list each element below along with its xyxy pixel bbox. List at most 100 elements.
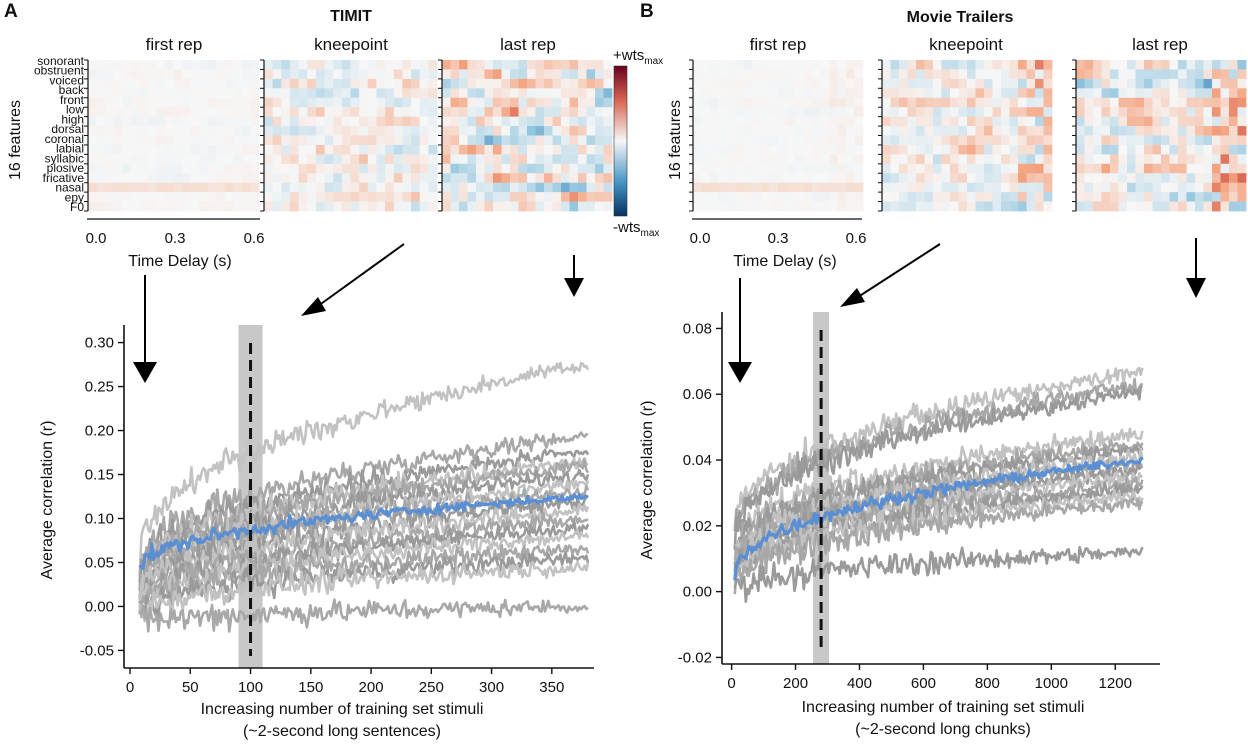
heatmap-cell [710, 126, 719, 136]
heatmap-cell [224, 201, 234, 212]
heatmap-cell [233, 69, 243, 80]
y-tick-label: 0.30 [85, 335, 114, 352]
heatmap-cell [1018, 163, 1027, 174]
heatmap-cell [467, 154, 477, 165]
heatmap-cell [419, 201, 429, 212]
heatmap-cell [264, 116, 274, 127]
heatmap-cell [1101, 78, 1111, 89]
heatmap-cell [1195, 173, 1204, 184]
series-line-3 [733, 384, 1144, 550]
heatmap-cell [233, 135, 243, 146]
heatmap-cell [795, 163, 804, 174]
series-line-14 [733, 498, 1144, 595]
feature-label-dorsal: dorsal [51, 122, 84, 136]
heatmap-cell [752, 135, 762, 146]
heatmap-cell [233, 88, 243, 99]
heatmap-cell [113, 78, 123, 89]
heatmap-cell [105, 107, 115, 118]
heatmap-cell [493, 97, 502, 108]
heatmap-cell [1118, 107, 1128, 118]
heatmap-cell [603, 107, 613, 118]
heatmap-cell [264, 182, 274, 193]
heatmap-cell [442, 173, 451, 184]
heatmap-cell [341, 97, 351, 108]
heatmap-cell [476, 144, 485, 155]
heatmap-cell [803, 116, 813, 127]
heatmap-cell [786, 135, 796, 146]
heatmap-a-kneepoint [260, 59, 438, 212]
heatmap-cell [569, 135, 579, 146]
heatmap-cell [393, 182, 403, 193]
heatmap-cell [173, 78, 183, 89]
heatmap-cell [718, 97, 728, 108]
heatmap-cell [350, 144, 360, 155]
heatmap-cell [882, 97, 891, 108]
heatmap-cell [812, 182, 821, 193]
heatmap-cell [761, 144, 770, 155]
heatmap-cell [147, 116, 157, 127]
heatmap-cell [459, 97, 468, 108]
heatmap-cell [96, 135, 106, 146]
heatmap-cell [264, 173, 274, 184]
heatmap-cell [769, 144, 779, 155]
heatmap-cell [1118, 201, 1128, 212]
heatmap-cell [207, 69, 217, 80]
heatmap-cell [428, 69, 438, 80]
heatmap-cell [1118, 135, 1128, 146]
heatmap-cell [899, 116, 908, 127]
heatmap-cell [281, 201, 291, 212]
heatmap-cell [264, 135, 274, 146]
heatmap-cell [933, 107, 942, 118]
heatmap-cell [130, 126, 140, 136]
heatmap-cell [96, 182, 106, 193]
heatmap-cell [156, 182, 166, 193]
heatmap-cell [1161, 192, 1170, 202]
heatmap-cell [1035, 78, 1044, 89]
heatmap-cell [535, 88, 545, 99]
heatmap-cell [967, 173, 976, 184]
heatmap-cell [527, 192, 536, 202]
heatmap-cell [467, 60, 477, 70]
heatmap-cell [854, 163, 864, 174]
arrow-b-last-rep-head [1186, 278, 1206, 298]
heatmap-cell [586, 78, 596, 89]
heatmap-cell [752, 69, 762, 80]
heatmap-cell [315, 107, 325, 118]
heatmap-cell [595, 163, 604, 174]
heatmap-cell [958, 182, 968, 193]
heatmap-cell [324, 135, 334, 146]
heatmap-cell [829, 144, 838, 155]
heatmap-cell [544, 60, 553, 70]
heatmap-cell [281, 126, 291, 136]
heatmap-cell [890, 144, 900, 155]
heatmap-cell [1178, 154, 1187, 165]
heatmap-cell [250, 192, 260, 202]
heatmap-cell [428, 107, 438, 118]
heatmap-cell [778, 135, 787, 146]
heatmap-cell [1152, 88, 1162, 99]
heatmap-cell [778, 192, 787, 202]
heatmap-cell [367, 88, 377, 99]
heatmap-cell [130, 60, 140, 70]
heatmap-cell [718, 192, 728, 202]
heatmap-cell [586, 144, 596, 155]
heatmap-cell [315, 144, 325, 155]
heatmap-cell [890, 182, 900, 193]
heatmap-cell [1043, 201, 1053, 212]
heatmap-cell [493, 107, 502, 118]
heatmap-cell [1001, 97, 1010, 108]
x-tick-label: 200 [359, 679, 384, 696]
x-tick-label: 200 [783, 675, 808, 692]
heatmap-cell [967, 78, 976, 89]
heatmap-cell [1144, 69, 1153, 80]
heatmap-cell [385, 116, 395, 127]
heatmap-cell [190, 126, 200, 136]
heatmap-cell [105, 88, 115, 99]
heatmap-cell [1009, 107, 1019, 118]
heatmap-cell [735, 135, 745, 146]
heatmap-cell [264, 78, 274, 89]
heatmap-cell [1220, 154, 1230, 165]
heatmap-cell [315, 154, 325, 165]
heatmap-cell [289, 78, 299, 89]
heatmap-cell [130, 135, 140, 146]
